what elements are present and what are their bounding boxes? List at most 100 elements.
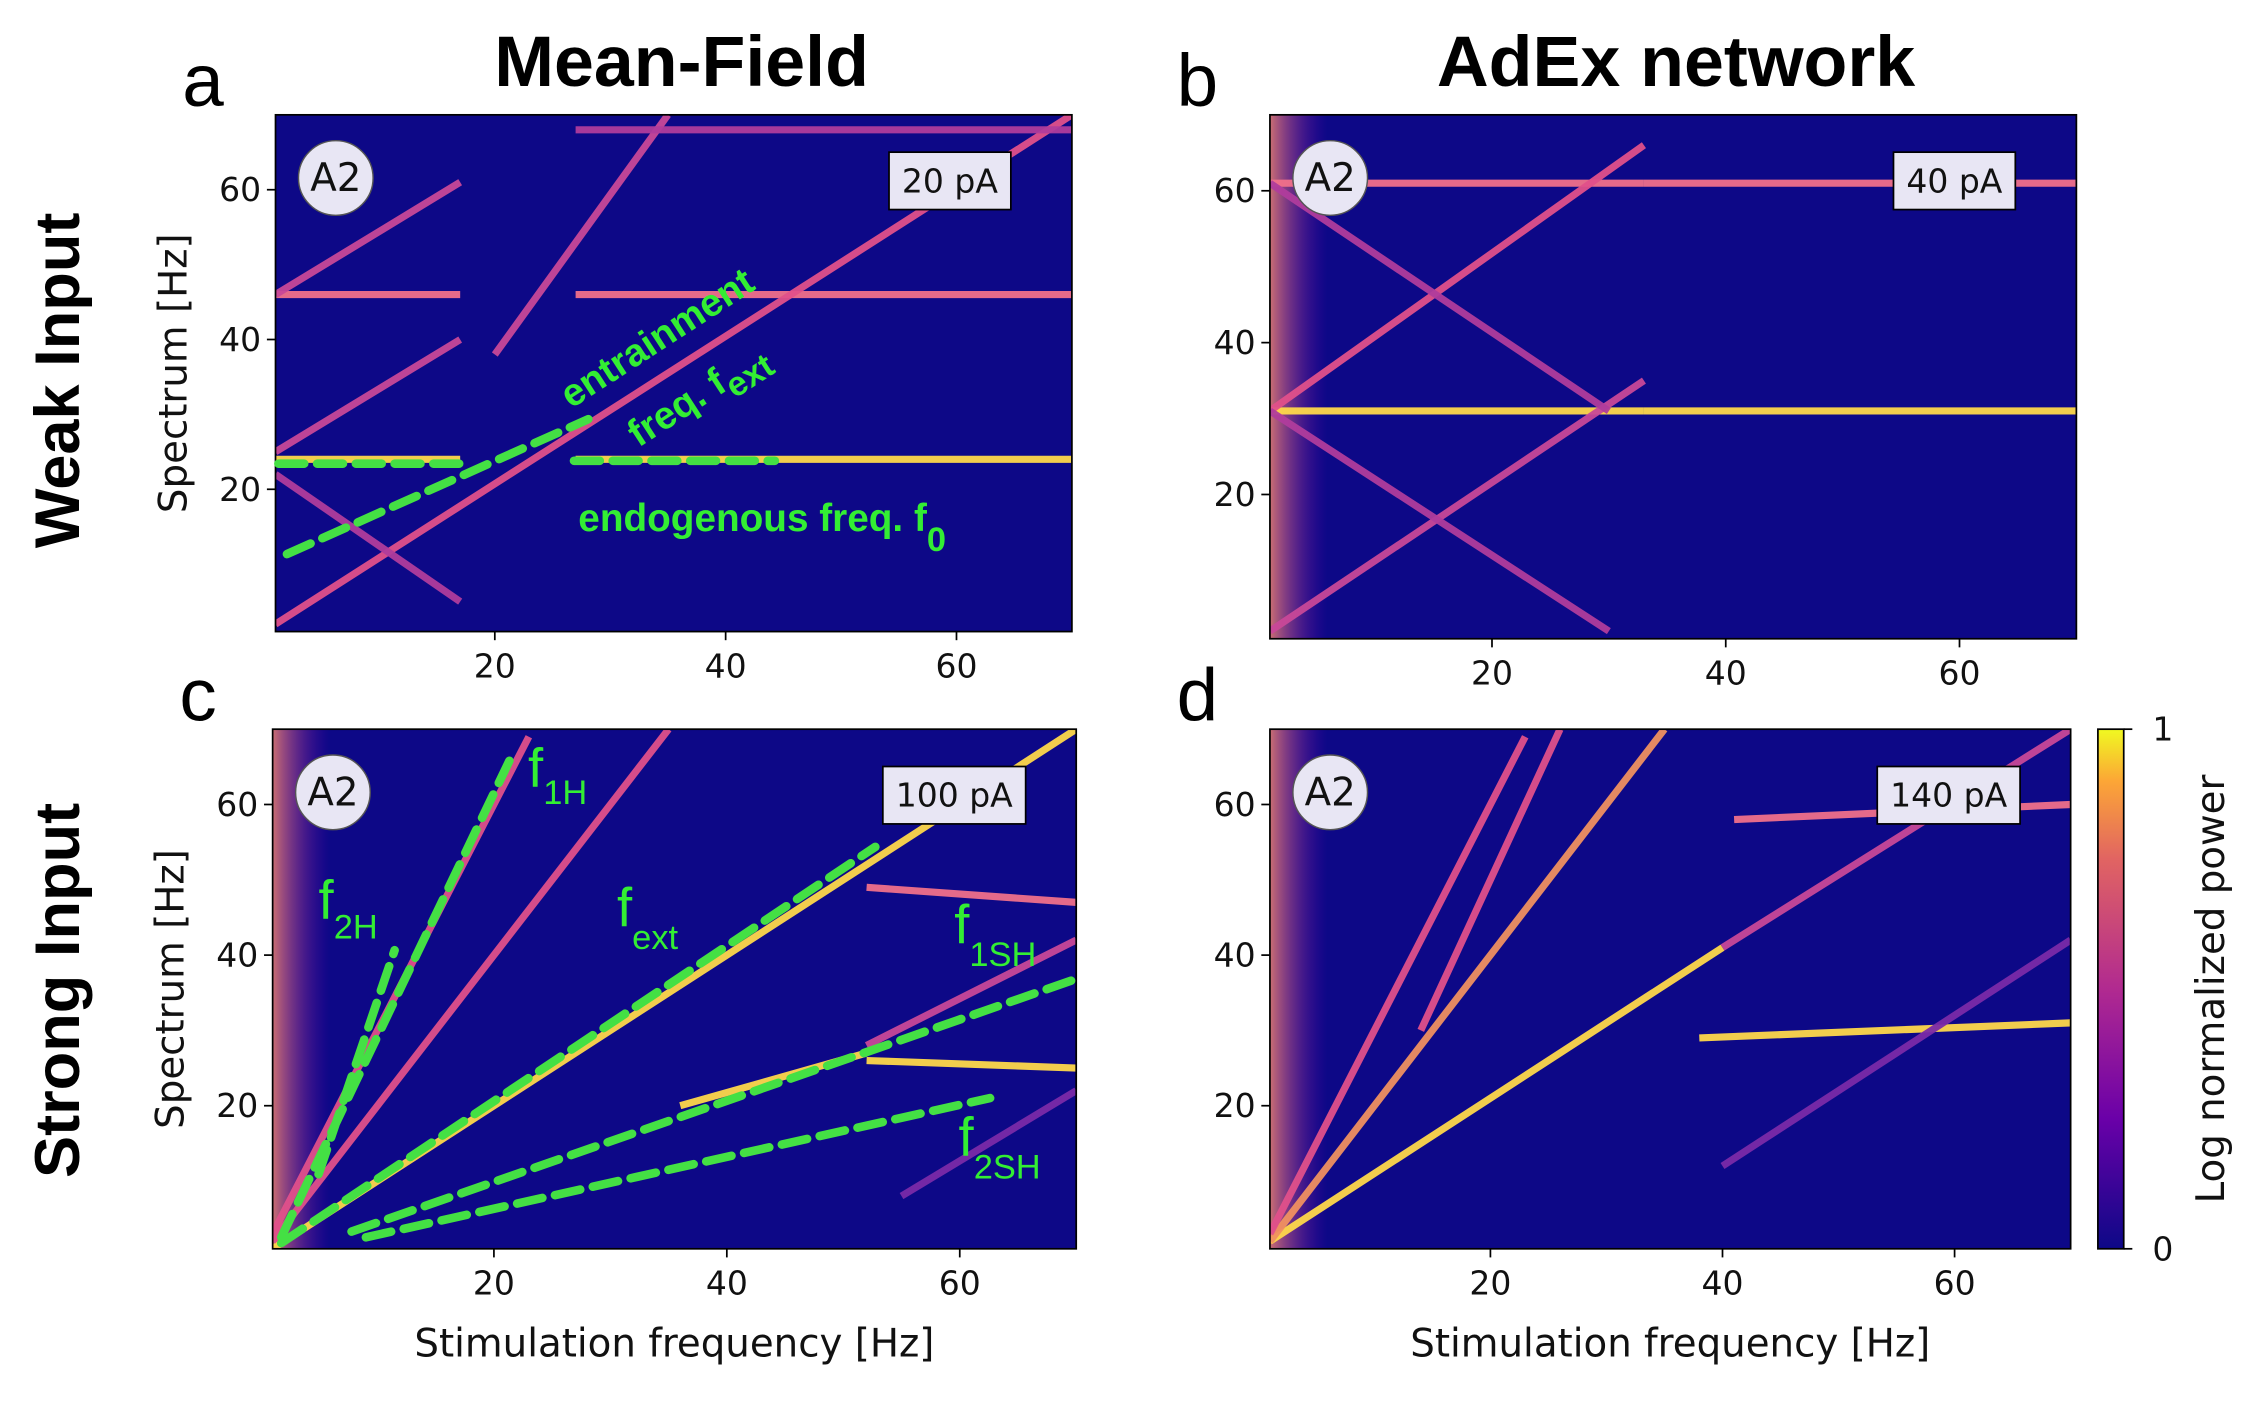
spectral-ridge	[1269, 377, 1646, 635]
x-axis-label: Stimulation frequency [Hz]	[1410, 1321, 1930, 1366]
frame	[274, 113, 1073, 633]
x-tick-label: 20	[474, 647, 516, 686]
annotation-sub: 1H	[543, 774, 587, 812]
panel: 20 40 60 20 40 60 b A2 40 pA	[1177, 38, 2078, 693]
y-tick-label: 40	[219, 320, 261, 359]
annotation: f1H	[528, 738, 587, 812]
badge	[1292, 754, 1369, 831]
x-tick-label: 60	[939, 1264, 981, 1303]
annotation-sub: 1SH	[969, 936, 1036, 974]
x-tick-label: 20	[1471, 654, 1513, 693]
annotation: f1SH	[954, 894, 1036, 974]
panel: 20 40 60 20 40 60 c A2 100 pA Spectrum [Hz] Stimul…	[149, 653, 1078, 1366]
badge	[294, 754, 371, 831]
input-label: 20 pA	[902, 161, 998, 200]
spectral-ridge	[1269, 407, 1611, 635]
annotation: f	[528, 738, 544, 799]
panel: 20 40 60 20 40 60 a A2 20 pA Spectrum [Hz]	[152, 38, 1073, 686]
frame	[1269, 113, 2078, 640]
annotation: f	[319, 870, 335, 931]
y-tick-label: 20	[1214, 475, 1256, 514]
y-tick-label: 40	[1214, 323, 1256, 362]
row-label: Weak Input	[23, 213, 93, 549]
y-tick-label: 40	[216, 936, 258, 975]
heatmap-content	[1269, 114, 2077, 639]
annotation: endogenous freq. f	[578, 497, 927, 540]
annotation: fext	[617, 877, 679, 957]
y-axis-label: Spectrum [Hz]	[152, 233, 197, 513]
y-tick-label: 20	[216, 1086, 258, 1125]
spectral-ridge	[1269, 729, 1668, 1244]
row-label: Strong Input	[23, 803, 93, 1178]
y-tick-label: 60	[1214, 785, 1256, 824]
x-tick-label: 40	[1702, 1264, 1744, 1303]
input-label: 40 pA	[1906, 161, 2002, 200]
annotation: f	[617, 877, 633, 938]
x-tick-label: 40	[706, 1264, 748, 1303]
x-tick-label: 60	[935, 647, 977, 686]
input-label: 100 pA	[896, 776, 1013, 815]
y-tick-label: 40	[1214, 936, 1256, 975]
column-title: AdEx network	[1437, 22, 1915, 102]
y-axis-label: Spectrum [Hz]	[149, 849, 194, 1129]
badge-label: A2	[307, 770, 358, 815]
annotation-sub: 2SH	[974, 1148, 1041, 1186]
annotation-sub: ext	[632, 919, 678, 957]
colorbar: Log normalized power 0 1	[2097, 710, 2234, 1268]
y-tick-label: 60	[219, 170, 261, 209]
annotation-sub: 0	[927, 521, 946, 559]
x-axis-label: Stimulation frequency [Hz]	[414, 1321, 934, 1366]
panel-letter: c	[179, 653, 216, 737]
colorbar-gradient	[2097, 728, 2125, 1250]
badge	[1292, 139, 1369, 217]
x-tick-label: 60	[1934, 1264, 1976, 1303]
spectral-ridge	[866, 883, 1077, 906]
guides	[274, 414, 1081, 1248]
colorbar-label: Log normalized power	[2189, 775, 2234, 1204]
panel-letter: d	[1177, 653, 1218, 737]
panel-letter: b	[1177, 38, 1218, 122]
spectral-ridge	[866, 1056, 1077, 1072]
colorbar-tick-label: 1	[2152, 710, 2173, 749]
spectral-ridge	[1417, 729, 1564, 1032]
input-box	[1892, 151, 2017, 211]
spectral-ridge	[1699, 1019, 2071, 1042]
spectral-ridge	[275, 179, 463, 298]
column-title: Mean-Field	[494, 22, 869, 102]
spectral-ridge	[275, 336, 463, 455]
frame	[271, 728, 1078, 1250]
spectral-ridge	[864, 936, 1077, 1049]
spectral-ridge	[1269, 180, 1611, 414]
y-tick-label: 20	[1214, 1086, 1256, 1125]
annotation-sub: 2H	[334, 909, 378, 947]
input-label: 140 pA	[1890, 776, 2007, 815]
annotation: f2H	[319, 870, 378, 947]
badge-label: A2	[310, 156, 361, 201]
spectral-ridge	[1269, 944, 1725, 1245]
guide-line	[276, 756, 1081, 1248]
spectral-ridge	[1269, 735, 1529, 1236]
y-tick-label: 20	[219, 470, 261, 509]
spectral-ridge	[1269, 142, 1647, 414]
input-box	[1876, 765, 2021, 825]
heatmap-content	[1269, 729, 2071, 1249]
x-tick-label: 20	[1469, 1264, 1511, 1303]
y-tick-label: 60	[1214, 171, 1256, 210]
panel: 20 40 60 20 40 60 d A2 140 pA Stimulation frequen…	[1177, 653, 2072, 1366]
x-tick-label: 40	[1705, 654, 1747, 693]
input-box	[881, 765, 1027, 825]
x-tick-label: 40	[705, 647, 747, 686]
input-box	[888, 151, 1012, 211]
badge	[297, 139, 374, 217]
spectral-ridge	[491, 114, 671, 357]
badge-label: A2	[1305, 156, 1356, 201]
frame	[1269, 728, 2072, 1250]
spectral-ridge	[272, 729, 672, 1244]
spectral-ridge	[275, 471, 463, 605]
spectral-ridge	[899, 1087, 1077, 1200]
annotation: f2SH	[959, 1106, 1041, 1186]
y-tick-label: 60	[216, 785, 258, 824]
badge-label: A2	[1305, 770, 1356, 815]
x-tick-label: 60	[1938, 654, 1980, 693]
